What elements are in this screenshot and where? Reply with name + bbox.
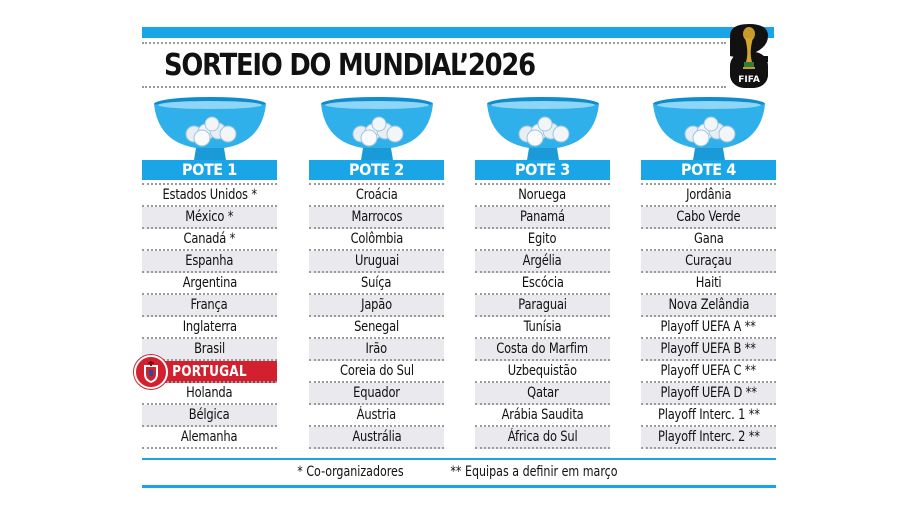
team-list: Noruega Panamá Egito Argélia Escócia Par… <box>475 183 610 449</box>
footnote-tbd-teams: ** Equipas a definir em março <box>449 464 617 480</box>
team-row: Austrália <box>309 427 444 449</box>
footnotes: * Co-organizadores ** Equipas a definir … <box>142 461 776 483</box>
team-row: França <box>142 295 277 317</box>
pot-column-4: POTE 4 Jordânia Cabo Verde Gana Curaçau … <box>641 96 776 449</box>
team-row: Playoff Interc. 2 ** <box>641 427 776 449</box>
team-list: Estados Unidos * México * Canadá * Espan… <box>134 183 277 449</box>
team-row: Croácia <box>309 185 444 207</box>
team-row: Canadá * <box>142 229 277 251</box>
divider <box>142 86 726 88</box>
bowl-icon <box>152 96 268 160</box>
divider <box>142 42 726 44</box>
team-row: Costa do Marfim <box>475 339 610 361</box>
team-row: Holanda <box>142 383 277 405</box>
team-list: Croácia Marrocos Colômbia Uruguai Suíça … <box>309 183 444 449</box>
team-row: Nova Zelândia <box>641 295 776 317</box>
team-row: Playoff Interc. 1 ** <box>641 405 776 427</box>
team-row: Marrocos <box>309 207 444 229</box>
portugal-crest-icon <box>134 355 168 389</box>
team-row: Uruguai <box>309 251 444 273</box>
team-row: Argentina <box>142 273 277 295</box>
team-row: Equador <box>309 383 444 405</box>
team-row: Curaçau <box>641 251 776 273</box>
world-cup-trophy-icon <box>743 27 755 69</box>
bowl-icon <box>651 96 767 160</box>
team-row: Escócia <box>475 273 610 295</box>
pot-column-3: POTE 3 Noruega Panamá Egito Argélia Escó… <box>475 96 610 449</box>
team-row: Jordânia <box>641 185 776 207</box>
bottom-accent-bar <box>142 485 776 488</box>
page-title: SORTEIO DO MUNDIAL’2026 <box>164 48 536 83</box>
team-row: Alemanha <box>142 427 277 449</box>
pot-label: POTE 4 <box>641 160 776 180</box>
team-row: Áustria <box>309 405 444 427</box>
team-row: Suíça <box>309 273 444 295</box>
team-row: Haiti <box>641 273 776 295</box>
team-row: África do Sul <box>475 427 610 449</box>
team-row: Irão <box>309 339 444 361</box>
team-row: Paraguai <box>475 295 610 317</box>
pot-label: POTE 2 <box>309 160 444 180</box>
team-row: Bélgica <box>142 405 277 427</box>
team-row: Playoff UEFA A ** <box>641 317 776 339</box>
team-row: Tunísia <box>475 317 610 339</box>
team-row: Panamá <box>475 207 610 229</box>
team-row: Playoff UEFA B ** <box>641 339 776 361</box>
team-row: Playoff UEFA C ** <box>641 361 776 383</box>
team-row: México * <box>142 207 277 229</box>
fifa-2026-logo: FIFA <box>726 22 772 90</box>
team-row: Arábia Saudita <box>475 405 610 427</box>
team-row: Cabo Verde <box>641 207 776 229</box>
pot-label: POTE 3 <box>475 160 610 180</box>
svg-text:FIFA: FIFA <box>738 75 760 85</box>
team-row: Uzbequistão <box>475 361 610 383</box>
team-row: Colômbia <box>309 229 444 251</box>
team-row-highlighted-portugal: PORTUGAL <box>134 355 277 389</box>
bowl-icon <box>485 96 601 160</box>
pot-column-1: POTE 1 Estados Unidos * México * Canadá … <box>134 96 277 449</box>
footnote-co-hosts: * Co-organizadores <box>296 464 404 480</box>
bowl-icon <box>319 96 435 160</box>
top-accent-bar <box>142 27 774 38</box>
pot-column-2: POTE 2 Croácia Marrocos Colômbia Uruguai… <box>309 96 444 449</box>
team-row: Brasil <box>142 339 277 361</box>
team-row: Inglaterra <box>142 317 277 339</box>
team-list: Jordânia Cabo Verde Gana Curaçau Haiti N… <box>641 183 776 449</box>
team-row: Playoff UEFA D ** <box>641 383 776 405</box>
team-row: Qatar <box>475 383 610 405</box>
team-row: Gana <box>641 229 776 251</box>
footer-divider <box>142 458 776 460</box>
team-row: Noruega <box>475 185 610 207</box>
team-row: Argélia <box>475 251 610 273</box>
team-row: Senegal <box>309 317 444 339</box>
pot-label: POTE 1 <box>142 160 277 180</box>
team-row: Estados Unidos * <box>142 185 277 207</box>
team-row: Coreia do Sul <box>309 361 444 383</box>
team-row: Espanha <box>142 251 277 273</box>
team-row: Japão <box>309 295 444 317</box>
team-row: Egito <box>475 229 610 251</box>
